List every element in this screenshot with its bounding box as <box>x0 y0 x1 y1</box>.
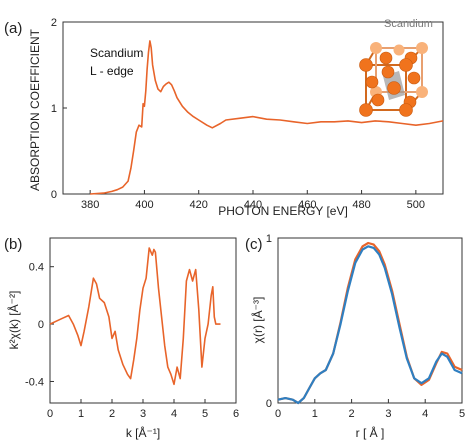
y-tick-label: 0 <box>266 398 272 410</box>
x-tick-label: 2 <box>349 408 355 420</box>
ticks-c: 0 1 2 3 4 5 0 1 <box>266 233 465 420</box>
panel-a: (a) ABSORPTION COEFFICIENT PHOTON ENERGY… <box>4 17 444 218</box>
panel-label-c: (c) <box>245 236 263 253</box>
series-c <box>277 241 463 405</box>
series-a <box>90 40 444 195</box>
y-axis-label-a: ABSORPTION COEFFICIENT <box>28 28 42 191</box>
annotation-line-2: L - edge <box>90 64 134 78</box>
y-tick-label: 0.4 <box>29 262 44 274</box>
x-tick-label: 4 <box>171 408 177 420</box>
x-tick-label: 420 <box>190 199 208 211</box>
x-tick-label: 1 <box>312 408 318 420</box>
x-tick-label: 3 <box>385 408 391 420</box>
x-tick-label: 0 <box>47 408 53 420</box>
x-tick-label: 2 <box>109 408 115 420</box>
y-tick-label: 1 <box>51 103 57 115</box>
series-line <box>277 245 463 405</box>
series-line <box>90 40 444 195</box>
series-line <box>49 247 221 386</box>
ticks-a: 380 400 420 440 460 480 500 0 1 2 <box>51 17 425 211</box>
panel-b: (b) k²χ(k) [Å⁻²] k [Å⁻¹] 0 1 2 3 4 5 6 -0.4 0 0.4 <box>4 236 239 440</box>
y-axis-label-c: χ(r) [Å⁻³] <box>250 297 265 344</box>
annotation-line-1: Scandium <box>90 46 143 60</box>
series-line <box>277 241 463 405</box>
y-tick-label: -0.4 <box>25 376 44 388</box>
y-tick-label: 0 <box>38 319 44 331</box>
x-tick-label: 500 <box>407 199 425 211</box>
x-tick-label: 5 <box>202 408 208 420</box>
panel-label-a: (a) <box>4 20 22 37</box>
x-tick-label: 440 <box>244 199 262 211</box>
series-b <box>49 247 221 386</box>
x-tick-label: 400 <box>135 199 153 211</box>
ticks-b: 0 1 2 3 4 5 6 -0.4 0 0.4 <box>25 262 239 420</box>
x-tick-label: 0 <box>275 408 281 420</box>
plot-frame-c <box>277 237 463 404</box>
x-tick-label: 460 <box>298 199 316 211</box>
x-tick-label: 1 <box>78 408 84 420</box>
y-tick-label: 0 <box>51 189 57 201</box>
x-tick-label: 3 <box>140 408 146 420</box>
y-axis-label-b: k²χ(k) [Å⁻²] <box>6 291 21 350</box>
x-axis-label-a: PHOTON ENERGY [eV] <box>218 204 348 218</box>
inset-label: Scandium <box>384 18 433 30</box>
x-tick-label: 380 <box>81 199 99 211</box>
x-tick-label: 4 <box>422 408 428 420</box>
scandium-crystal-lattice-icon <box>359 42 428 117</box>
x-axis-label-c: r [ Å ] <box>356 425 385 440</box>
x-tick-label: 6 <box>233 408 239 420</box>
x-axis-label-b: k [Å⁻¹] <box>126 425 160 440</box>
x-tick-label: 480 <box>352 199 370 211</box>
y-tick-label: 2 <box>51 17 57 29</box>
y-tick-label: 1 <box>266 233 272 245</box>
panel-label-b: (b) <box>4 236 22 253</box>
x-tick-label: 5 <box>459 408 465 420</box>
panel-c: (c) χ(r) [Å⁻³] r [ Å ] 0 1 2 3 4 5 0 1 <box>245 233 465 440</box>
